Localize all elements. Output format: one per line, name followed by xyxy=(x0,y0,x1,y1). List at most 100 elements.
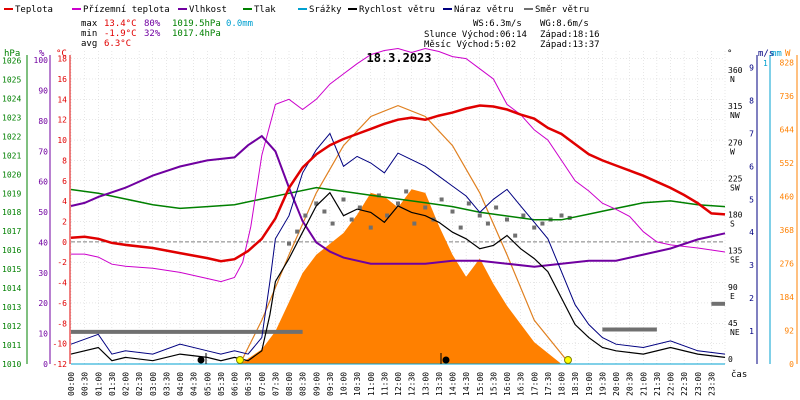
tick-solar: 92 xyxy=(784,327,794,336)
tick-pressure: 1019 xyxy=(2,189,21,198)
tick-pressure: 1015 xyxy=(2,265,21,274)
tick-time: 13:30 xyxy=(435,372,444,396)
tick-time: 14:00 xyxy=(449,372,458,396)
tick-solar: 552 xyxy=(780,159,795,168)
tick-direction: 360 xyxy=(728,66,743,75)
unit-hpa: hPa xyxy=(4,49,20,59)
tick-solar: 0 xyxy=(789,360,794,369)
tick-time: 18:30 xyxy=(571,372,580,396)
tick-time: 00:30 xyxy=(81,372,90,396)
tick-time: 12:30 xyxy=(408,372,417,396)
wind-direction-point xyxy=(341,197,346,202)
tick-temp: -10 xyxy=(53,340,68,349)
tick-time: 19:00 xyxy=(585,372,594,396)
tick-time: 07:30 xyxy=(271,372,280,396)
tick-time: 05:00 xyxy=(203,372,212,396)
moon-set-info: Západ:13:37 xyxy=(540,40,600,50)
stat-max-hum: 80% xyxy=(144,19,161,29)
series-wind-speed xyxy=(70,191,726,362)
astro-block: WS:6.3m/s WG:8.6m/s Slunce Východ:06:14 … xyxy=(424,19,600,50)
tick-temp: 14 xyxy=(57,95,67,104)
sunrise-icon xyxy=(236,356,244,364)
tick-wind: 7 xyxy=(749,129,754,138)
legend-label: Srážky xyxy=(309,5,342,15)
tick-time: 20:30 xyxy=(626,372,635,396)
tick-wind: 8 xyxy=(749,96,754,105)
tick-humidity: 90 xyxy=(38,87,48,96)
tick-pressure: 1025 xyxy=(2,75,21,84)
tick-direction: 315 xyxy=(728,102,743,111)
legend: Teplota Přízemní teplota Vlhkost Tlak Srážky… xyxy=(4,5,589,15)
unit-deg: ° xyxy=(727,49,732,59)
tick-time: 22:00 xyxy=(667,372,676,396)
tick-direction: 90 xyxy=(728,283,738,292)
tick-time: 23:00 xyxy=(694,372,703,396)
tick-pressure: 1026 xyxy=(2,56,21,65)
wind-direction-point xyxy=(540,221,545,226)
wind-direction-point xyxy=(314,201,319,206)
tick-time: 04:00 xyxy=(176,372,185,396)
tick-direction: 135 xyxy=(728,247,743,256)
tick-humidity: 30 xyxy=(38,269,48,278)
tick-direction-label: E xyxy=(730,292,735,301)
tick-temp: -2 xyxy=(57,258,67,267)
tick-time: 11:30 xyxy=(380,372,389,396)
legend-label: Směr větru xyxy=(535,5,589,15)
tick-pressure: 1010 xyxy=(2,360,21,369)
sun-rise-info: Slunce Východ:06:14 xyxy=(424,30,527,40)
tick-time: 18:00 xyxy=(558,372,567,396)
tick-pressure: 1024 xyxy=(2,94,21,103)
wind-direction-point xyxy=(521,213,526,218)
tick-pressure: 1022 xyxy=(2,132,21,141)
tick-time: 11:00 xyxy=(367,372,376,396)
tick-pressure: 1014 xyxy=(2,284,21,293)
wind-direction-point xyxy=(385,213,390,218)
wind-direction-point xyxy=(439,197,444,202)
legend-label: Rychlost větru xyxy=(359,5,435,15)
moonrise-icon xyxy=(197,356,205,364)
tick-pressure: 1023 xyxy=(2,113,21,122)
tick-wind: 2 xyxy=(749,294,754,303)
wind-gust-info: WG:8.6m/s xyxy=(540,19,589,29)
tick-humidity: 80 xyxy=(38,117,48,126)
tick-time: 08:30 xyxy=(299,372,308,396)
tick-time: 02:00 xyxy=(122,372,131,396)
stat-max-rain: 0.0mm xyxy=(226,19,253,29)
tick-pressure: 1011 xyxy=(2,341,21,350)
tick-direction: 45 xyxy=(728,319,738,328)
legend-label: Vlhkost xyxy=(189,5,227,15)
wind-direction-point xyxy=(322,209,327,214)
tick-temp: -12 xyxy=(53,360,68,369)
wind-direction-point xyxy=(450,209,455,214)
tick-direction: 225 xyxy=(728,174,743,183)
tick-humidity: 10 xyxy=(38,330,48,339)
wind-direction-point xyxy=(368,225,373,230)
tick-time: 12:00 xyxy=(394,372,403,396)
tick-solar: 644 xyxy=(780,126,795,135)
tick-wind: 3 xyxy=(749,261,754,270)
tick-time: 13:00 xyxy=(421,372,430,396)
tick-temp: -6 xyxy=(57,299,67,308)
tick-time: 17:30 xyxy=(544,372,553,396)
tick-wind: 9 xyxy=(749,63,754,72)
tick-time: 15:30 xyxy=(489,372,498,396)
tick-time: 08:00 xyxy=(285,372,294,396)
tick-temp: 2 xyxy=(62,217,67,226)
tick-humidity: 20 xyxy=(38,299,48,308)
astro-markers xyxy=(197,353,572,364)
tick-temp: 4 xyxy=(62,197,67,206)
tick-temp: 10 xyxy=(57,136,67,145)
legend-label: Tlak xyxy=(254,5,276,15)
series-radiation xyxy=(239,189,562,364)
tick-direction-label: NE xyxy=(730,328,740,337)
tick-time: 01:00 xyxy=(94,372,103,396)
tick-pressure: 1017 xyxy=(2,227,21,236)
wind-direction-point xyxy=(423,205,428,210)
wind-direction-point xyxy=(458,225,463,230)
tick-wind: 1 xyxy=(749,327,754,336)
moonset-icon xyxy=(442,356,450,364)
stat-min-press: 1017.4hPa xyxy=(172,29,221,39)
tick-time: 09:00 xyxy=(312,372,321,396)
tick-time: 10:30 xyxy=(353,372,362,396)
